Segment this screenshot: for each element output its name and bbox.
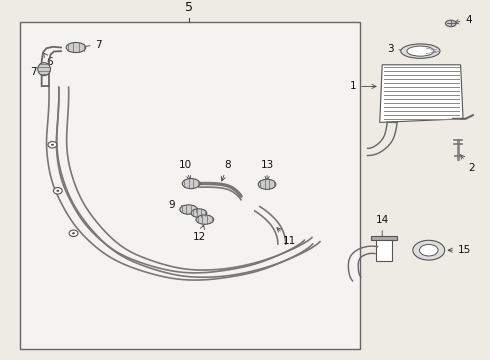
Ellipse shape (182, 179, 200, 189)
Polygon shape (380, 65, 463, 122)
Ellipse shape (196, 215, 214, 224)
Text: 4: 4 (454, 15, 472, 25)
Ellipse shape (407, 46, 434, 56)
Text: 10: 10 (179, 160, 192, 180)
Ellipse shape (180, 205, 197, 214)
Ellipse shape (413, 240, 445, 260)
Circle shape (56, 190, 59, 192)
Text: 8: 8 (221, 160, 231, 181)
Circle shape (53, 188, 62, 194)
Text: 14: 14 (375, 215, 389, 243)
Text: 6: 6 (44, 53, 53, 67)
Text: 1: 1 (349, 81, 376, 91)
Text: 7: 7 (80, 40, 102, 50)
Ellipse shape (66, 42, 86, 53)
Text: 11: 11 (277, 228, 296, 246)
Polygon shape (376, 239, 392, 261)
Text: 2: 2 (461, 155, 475, 173)
Ellipse shape (401, 44, 440, 58)
Text: 15: 15 (448, 245, 471, 255)
Ellipse shape (445, 20, 456, 27)
Text: 7: 7 (30, 67, 43, 77)
Bar (20, 22, 360, 349)
Circle shape (51, 144, 54, 146)
Text: 12: 12 (193, 225, 207, 242)
Circle shape (69, 230, 78, 237)
Circle shape (48, 141, 57, 148)
Ellipse shape (38, 63, 50, 76)
Ellipse shape (258, 179, 276, 189)
Ellipse shape (419, 244, 438, 256)
Text: 3: 3 (387, 44, 416, 54)
Polygon shape (371, 236, 397, 240)
Text: 13: 13 (260, 160, 274, 181)
Text: 5: 5 (185, 1, 193, 14)
Text: 9: 9 (169, 200, 185, 210)
Ellipse shape (191, 209, 207, 217)
Circle shape (72, 232, 75, 234)
